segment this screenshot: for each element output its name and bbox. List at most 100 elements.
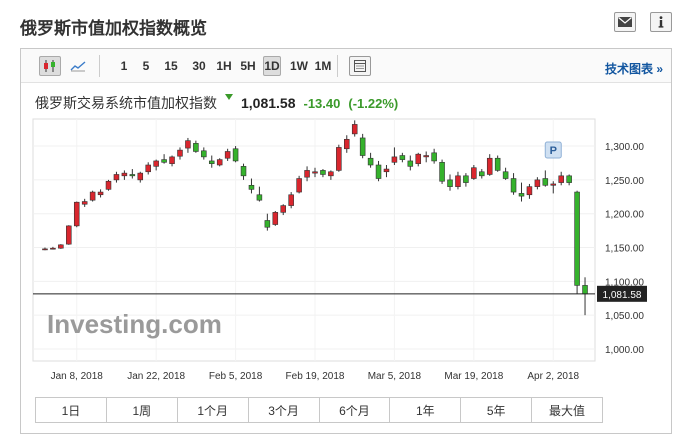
period-button-2[interactable]: 1个月 — [177, 398, 249, 422]
y-tick-label: 1,200.00 — [605, 210, 644, 221]
interval-button-15[interactable]: 15 — [164, 59, 178, 73]
candlestick-icon — [44, 60, 55, 72]
x-tick-label: Apr 2, 2018 — [527, 371, 579, 382]
interval-button-5h[interactable]: 5H — [240, 59, 256, 73]
y-tick-label: 1,100.00 — [605, 277, 644, 288]
interval-button-5[interactable]: 5 — [142, 59, 150, 73]
candle-body — [248, 184, 255, 190]
candle-body — [518, 193, 525, 197]
y-tick-label: 1,150.00 — [605, 244, 644, 255]
interval-button-1[interactable]: 1 — [120, 59, 128, 73]
candle-body — [463, 175, 469, 183]
period-button-3[interactable]: 3个月 — [248, 398, 320, 422]
candle-body — [359, 137, 366, 156]
candle-body — [391, 156, 398, 163]
candle-body — [185, 140, 191, 149]
interval-button-1m[interactable]: 1M — [314, 59, 332, 73]
candle-body — [272, 212, 279, 225]
candle-body — [113, 174, 120, 181]
top-actions — [614, 12, 672, 32]
candle-body — [336, 147, 342, 171]
candle-body — [351, 124, 358, 135]
x-tick-label: Mar 19, 2018 — [444, 371, 503, 382]
instrument-change-pct: (-1.22%) — [348, 96, 399, 111]
candle-body — [494, 157, 501, 171]
y-tick-label: 1,000.00 — [605, 345, 644, 356]
candle-body — [566, 175, 572, 183]
last-price-label: 1,081.58 — [603, 290, 642, 301]
candle-body — [161, 159, 167, 163]
candle-body — [121, 172, 128, 177]
candlestick-type-button[interactable] — [39, 56, 61, 76]
page-title: 俄罗斯市值加权指数概览 — [20, 19, 207, 38]
last-price-tag — [597, 285, 647, 302]
candle-body — [582, 285, 588, 295]
watermark-logo: Investing.com — [47, 309, 222, 339]
candle-body — [232, 148, 239, 162]
candle-body — [280, 205, 286, 213]
mail-icon[interactable] — [614, 12, 636, 32]
period-button-4[interactable]: 6个月 — [319, 398, 391, 422]
interval-button-30[interactable]: 30 — [192, 59, 206, 73]
interval-button-1d[interactable]: 1D — [263, 56, 281, 76]
period-button-6[interactable]: 5年 — [461, 398, 533, 422]
candle-body — [145, 164, 151, 173]
chart-panel: 1 5 15 30 1H 5H 1D 1W 1M 技术图表 » 俄罗斯交易系统市值加权指数 1,… — [20, 48, 672, 434]
technical-chart-link[interactable]: 技术图表 » — [604, 62, 663, 76]
candle-body — [81, 201, 88, 205]
candle-body — [105, 180, 112, 190]
candle-body — [415, 153, 422, 164]
candle-body — [193, 143, 199, 152]
period-button-1[interactable]: 1周 — [106, 398, 178, 422]
candle-body — [439, 161, 445, 182]
candle-body — [383, 168, 390, 173]
candle-body — [542, 178, 549, 186]
candle-body — [296, 178, 302, 193]
x-tick-label: Feb 19, 2018 — [286, 371, 345, 382]
line-type-button[interactable] — [67, 56, 89, 76]
candle-body — [574, 191, 580, 286]
candle-body — [304, 170, 310, 178]
candle-body — [502, 171, 509, 179]
table-view-button[interactable] — [349, 56, 371, 76]
interval-button-1h[interactable]: 1H — [216, 59, 232, 73]
candle-body — [240, 166, 247, 177]
candle-body — [153, 160, 159, 167]
candle-body — [201, 150, 207, 158]
candle-body — [216, 159, 223, 166]
period-button-0[interactable]: 1日 — [36, 398, 107, 422]
candle-body — [208, 160, 215, 164]
x-tick-label: Jan 8, 2018 — [51, 371, 104, 382]
table-icon — [354, 60, 366, 72]
candle-body — [264, 220, 271, 228]
candle-body — [375, 164, 382, 179]
price-chart[interactable]: 1,300.00 1,250.00 1,200.00 1,150.00 1,100.00… — [21, 115, 671, 397]
candle-body — [328, 171, 334, 177]
candle-body — [431, 152, 437, 162]
period-button-5[interactable]: 1年 — [390, 398, 462, 422]
candle-body — [42, 248, 48, 251]
instrument-price: 1,081.58 — [241, 95, 296, 111]
y-tick-label: 1,300.00 — [605, 142, 644, 153]
instrument-change: -13.40 — [303, 96, 341, 111]
x-tick-label: Feb 5, 2018 — [209, 371, 263, 382]
interval-button-1w[interactable]: 1W — [290, 59, 308, 73]
chart-toolbar: 1 5 15 30 1H 5H 1D 1W 1M 技术图表 » — [21, 49, 671, 83]
candle-body — [344, 138, 350, 150]
info-icon[interactable] — [650, 12, 672, 32]
period-button-7[interactable]: 最大值 — [532, 398, 602, 422]
candle-body — [534, 179, 541, 187]
candle-body — [447, 179, 453, 187]
candle-body — [486, 157, 493, 175]
candle-body — [471, 167, 477, 179]
candle-body — [558, 175, 564, 183]
x-tick-label: Jan 22, 2018 — [127, 371, 185, 382]
period-selector: 1日 1周 1个月 3个月 6个月 1年 5年 最大值 — [35, 397, 603, 423]
candle-body — [423, 155, 429, 158]
candle-body — [399, 155, 406, 160]
candle-body — [407, 160, 414, 167]
candle-body — [320, 170, 326, 175]
line-chart-icon — [70, 61, 86, 72]
down-triangle-icon — [225, 94, 233, 100]
p-annotation-label: P — [550, 145, 557, 157]
